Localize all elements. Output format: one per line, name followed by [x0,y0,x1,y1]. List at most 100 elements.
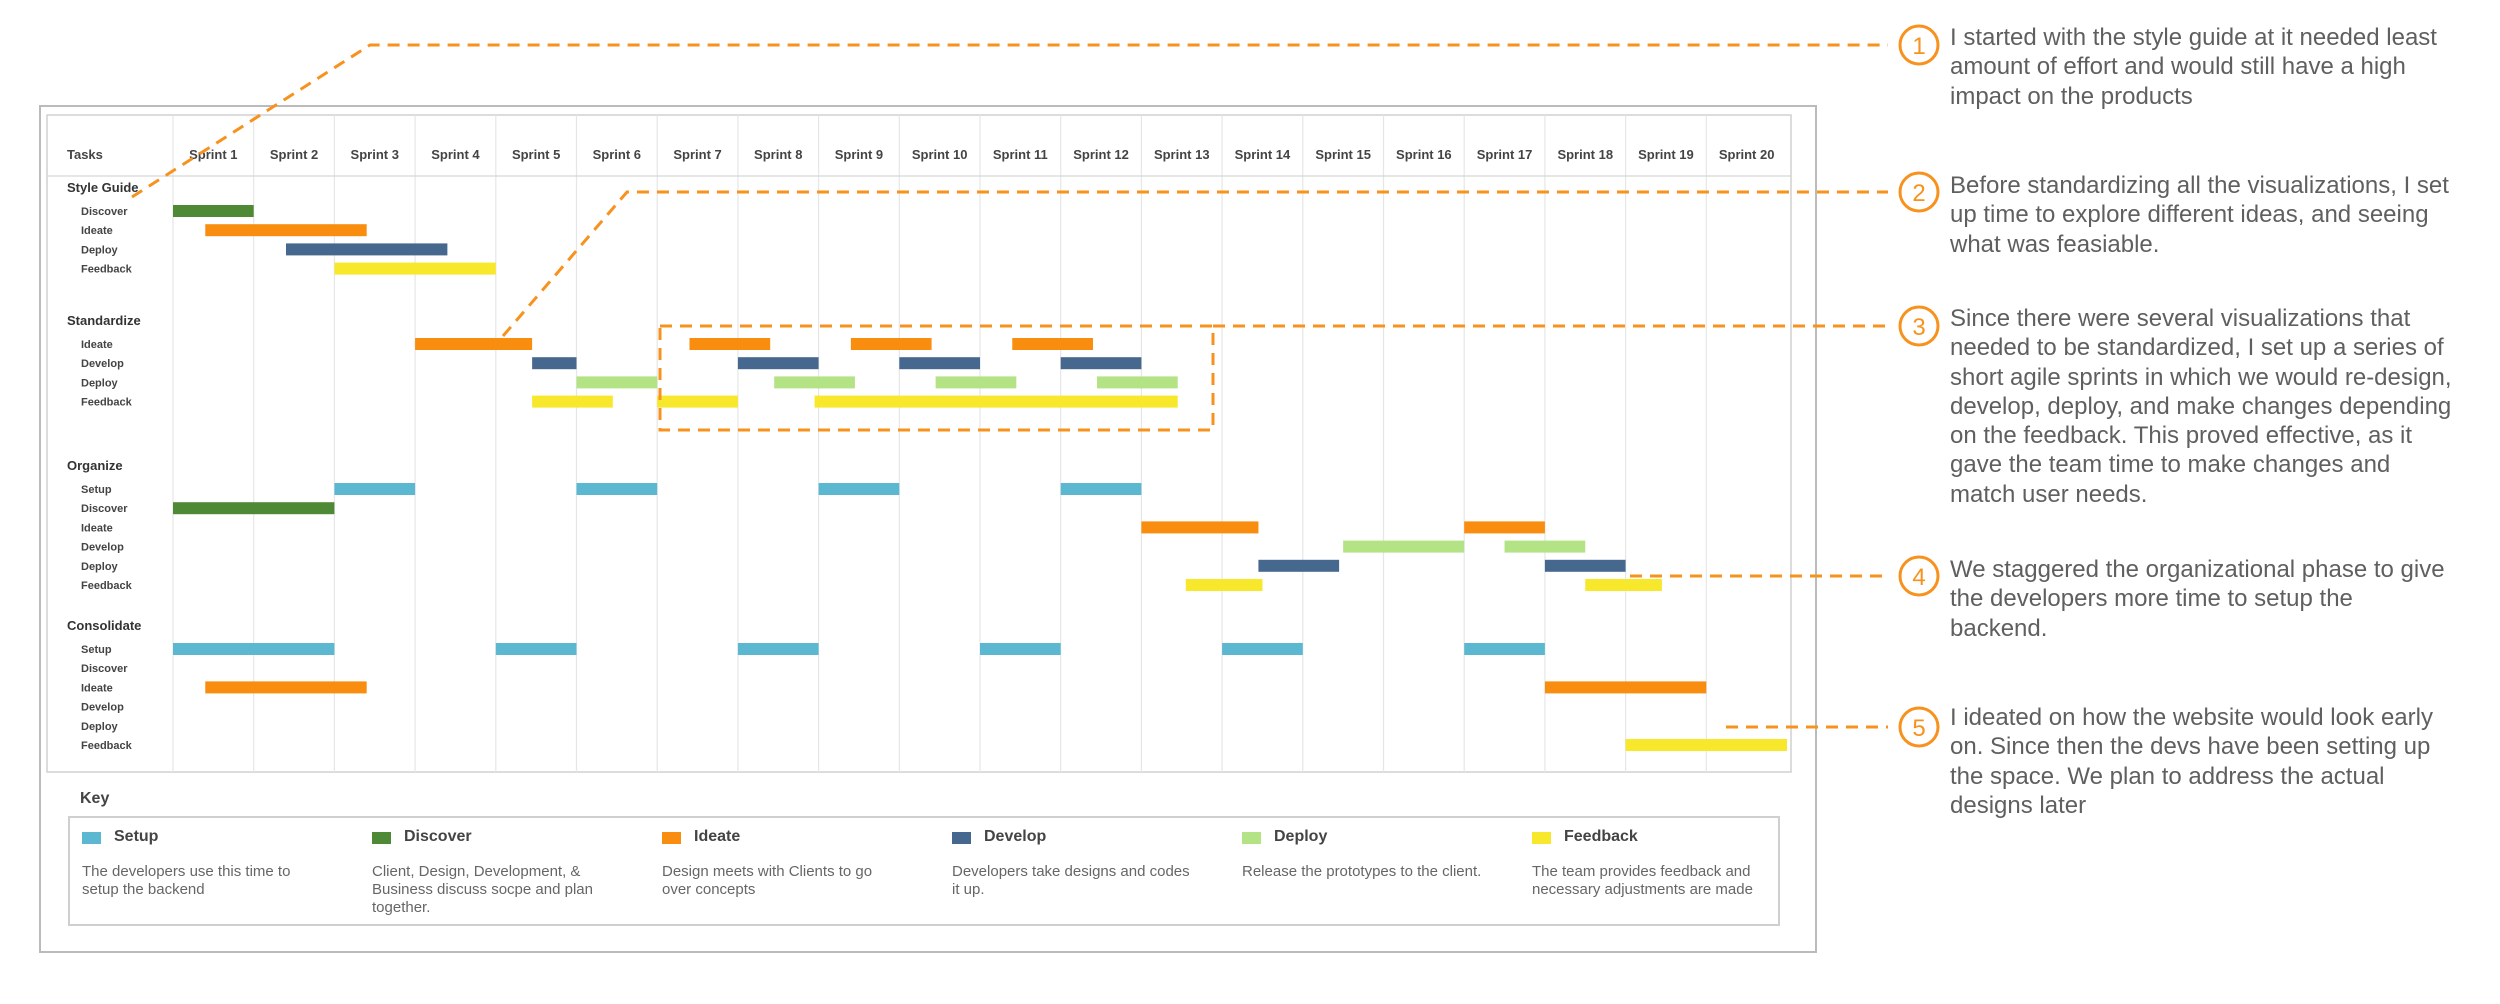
legend-title: Key [80,790,110,807]
bar-ideate [1012,338,1093,350]
outer-frame [39,105,1817,953]
sprint-header: Sprint 9 [835,147,883,162]
bar-develop [899,357,980,370]
key-label-setup: Setup [114,828,159,845]
row-label: Feedback [81,397,133,409]
row-label: Setup [81,644,112,656]
sprint-header: Sprint 11 [993,147,1048,162]
annotation-number-circle [1898,706,1940,748]
bar-develop [1258,559,1340,572]
key-label-develop: Develop [984,828,1047,845]
sprint-header: Sprint 19 [1638,147,1694,162]
bar-setup [737,643,819,655]
bar-deploy [1504,540,1586,553]
bar-feedback [334,262,496,275]
develop-swatch [952,832,971,844]
setup-swatch [82,832,101,844]
key-desc-develop: Developers take designs and codes it up. [952,863,1190,898]
group-label: Style Guide [67,180,139,195]
annotation-text-4: We staggered the organizational phase to… [1950,556,2445,642]
annotation-leader-1 [131,43,1888,199]
key-label-feedback: Feedback [1564,828,1638,845]
row-label: Deploy [81,377,119,389]
row-label: Develop [81,702,124,714]
bar-setup [173,643,335,655]
bar-setup [1060,483,1142,495]
sprint-header: Sprint 12 [1073,147,1129,162]
bar-setup [1222,643,1303,655]
annotation-highlight-box-3 [658,324,1215,432]
tasks-header: Tasks [67,147,103,162]
row-label: Setup [81,484,112,496]
bar-ideate [1544,681,1707,694]
sprint-header: Sprint 5 [512,147,560,162]
annotation-text-1: I started with the style guide at it nee… [1950,24,2437,110]
annotation-number: 4 [1912,564,1925,591]
row-label: Ideate [81,339,113,351]
annotation-leader-2 [501,190,1888,337]
bar-develop [532,357,577,370]
key-label-ideate: Ideate [694,828,741,845]
annotation-number-circle [1898,555,1940,597]
sprint-header: Sprint 20 [1719,147,1775,162]
bar-ideate [415,338,533,350]
bar-feedback [1585,579,1662,591]
annotation-number: 5 [1912,715,1925,742]
row-label: Feedback [81,740,133,752]
bar-setup [980,643,1061,655]
sprint-header: Sprint 14 [1235,147,1291,162]
sprint-header: Sprint 1 [189,147,237,162]
annotation-number: 1 [1912,33,1925,60]
annotation-text-5: I ideated on how the website would look … [1950,704,2433,819]
bar-setup [818,483,900,495]
bar-setup [334,483,416,495]
group-label: Consolidate [67,618,141,633]
key-desc-deploy: Release the prototypes to the client. [1242,863,1482,880]
row-label: Feedback [81,264,133,276]
sprint-header: Sprint 18 [1557,147,1613,162]
sprint-header: Sprint 17 [1477,147,1533,162]
ideate-swatch [662,832,681,844]
row-label: Develop [81,358,124,370]
sprint-header: Sprint 6 [593,147,641,162]
bar-develop [1060,357,1142,370]
bar-deploy [1343,540,1465,553]
row-label: Develop [81,542,124,554]
sprint-header: Sprint 13 [1154,147,1210,162]
sprint-header: Sprint 8 [754,147,802,162]
feedback-swatch [1532,832,1551,844]
key-desc-discover: Client, Design, Development, & Business … [372,863,593,916]
legend-box: Setup The developers use this time to se… [68,816,1780,926]
bar-develop [737,357,819,370]
group-label: Standardize [67,313,141,328]
bar-discover [173,502,335,515]
row-label: Feedback [81,580,133,592]
bar-feedback [1185,579,1263,591]
bar-setup [495,643,577,655]
sprint-header: Sprint 3 [351,147,399,162]
key-label-discover: Discover [404,828,472,845]
bar-ideate [1464,521,1545,534]
row-label: Deploy [81,721,119,733]
chart-frame [46,114,1792,773]
bar-deploy [576,376,658,389]
annotation-number: 3 [1912,314,1925,341]
bar-feedback [1625,739,1787,751]
bar-setup [1464,643,1545,655]
row-label: Ideate [81,225,113,237]
key-label-deploy: Deploy [1274,828,1328,845]
key-desc-feedback: The team provides feedback and necessary… [1532,863,1753,898]
annotation-number-circle [1898,171,1940,213]
sprint-header: Sprint 15 [1315,147,1371,162]
bar-ideate [1141,521,1259,534]
group-label: Organize [67,458,123,473]
row-label: Discover [81,503,128,515]
bar-feedback [532,395,613,408]
bar-ideate [205,224,367,237]
key-desc-setup: The developers use this time to setup th… [82,863,291,898]
row-label: Discover [81,663,128,675]
bar-setup [576,483,658,495]
key-desc-ideate: Design meets with Clients to go over con… [662,863,873,898]
bar-deploy [774,376,855,389]
sprint-header: Sprint 7 [673,147,721,162]
